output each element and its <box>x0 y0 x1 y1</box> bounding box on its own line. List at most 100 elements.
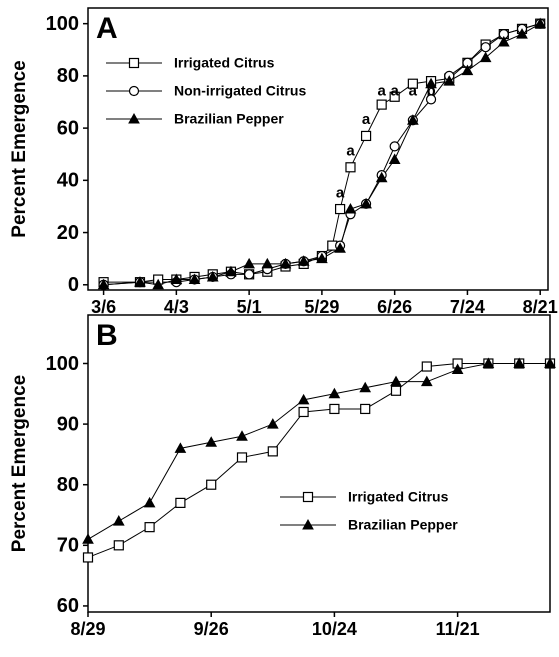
data-point <box>152 278 165 290</box>
data-point <box>344 203 357 214</box>
data-point <box>328 387 341 399</box>
x-tick-label: 7/24 <box>450 297 485 317</box>
x-tick-label: 6/26 <box>377 297 412 317</box>
data-point <box>388 153 401 164</box>
data-point <box>225 265 237 277</box>
data-point <box>513 357 526 368</box>
annotation: a <box>346 143 355 160</box>
x-tick-label: 4/3 <box>164 297 189 317</box>
data-point <box>482 357 495 368</box>
y-tick-label: 20 <box>57 222 79 244</box>
data-point <box>375 171 388 183</box>
data-point <box>390 385 402 396</box>
x-tick-label: 10/24 <box>312 619 357 639</box>
data-point <box>443 75 456 86</box>
data-point <box>206 479 217 490</box>
data-point <box>175 497 186 508</box>
data-point <box>425 94 437 105</box>
y-tick-label: 70 <box>57 535 79 557</box>
x-tick-label: 8/21 <box>523 297 558 317</box>
legend-label: Irrigated Citrus <box>348 489 449 505</box>
y-tick-label: 40 <box>57 170 79 192</box>
data-point <box>360 197 372 209</box>
data-point <box>390 375 402 387</box>
data-point <box>134 276 146 287</box>
data-point <box>425 77 437 89</box>
data-point <box>279 257 292 269</box>
legend-label: Irrigated Citrus <box>174 55 275 71</box>
data-point <box>112 515 125 526</box>
data-point <box>407 114 419 125</box>
data-point <box>188 273 201 285</box>
y-tick-label: 60 <box>57 595 79 617</box>
x-tick-label: 8/29 <box>70 619 105 639</box>
data-point <box>407 78 418 89</box>
data-point <box>544 357 556 368</box>
legend-label: Brazilian Pepper <box>174 111 284 127</box>
x-tick-label: 3/6 <box>91 297 116 317</box>
data-point <box>144 522 155 533</box>
data-point <box>480 42 491 53</box>
x-tick-label: 5/29 <box>304 297 339 317</box>
series-line <box>103 23 541 286</box>
data-point <box>359 381 372 393</box>
series-line <box>103 23 541 286</box>
series-line <box>87 362 550 540</box>
data-point <box>297 393 310 405</box>
y-axis-label: Percent Emergence <box>9 375 30 552</box>
data-point <box>236 452 248 463</box>
panel-label: B <box>96 319 118 352</box>
data-point <box>334 203 346 215</box>
data-point <box>97 278 110 290</box>
data-point <box>451 363 464 375</box>
data-point <box>143 496 156 508</box>
data-point <box>316 252 328 264</box>
legend-marker <box>128 112 140 124</box>
y-tick-label: 60 <box>57 117 79 139</box>
annotation: a <box>362 111 371 128</box>
annotation: a <box>390 83 399 100</box>
annotation: b <box>426 83 435 100</box>
y-tick-label: 80 <box>57 65 79 87</box>
series-line <box>103 23 541 283</box>
data-point <box>206 270 219 282</box>
data-point <box>297 255 310 266</box>
data-point <box>113 540 124 551</box>
plot-frame <box>87 7 549 291</box>
data-point <box>298 406 309 418</box>
legend-marker <box>302 491 314 503</box>
data-point <box>421 361 432 372</box>
y-axis-label: Percent Emergence <box>9 60 30 237</box>
y-tick-label: 100 <box>46 353 79 375</box>
data-point <box>329 403 340 415</box>
data-point <box>534 17 547 29</box>
data-point <box>82 552 94 563</box>
data-point <box>267 446 278 457</box>
data-point <box>170 273 183 285</box>
data-point <box>82 533 94 544</box>
panel-label: A <box>96 12 118 45</box>
x-tick-label: 5/1 <box>237 297 262 317</box>
data-point <box>376 99 387 110</box>
legend-label: Brazilian Pepper <box>348 517 458 533</box>
y-tick-label: 100 <box>46 13 79 35</box>
annotation: a <box>378 83 387 100</box>
data-point <box>266 418 279 429</box>
series-line <box>87 362 550 558</box>
legend-marker <box>128 57 140 69</box>
data-point <box>497 35 510 47</box>
data-point <box>360 403 371 415</box>
data-point <box>334 242 346 253</box>
data-point <box>420 375 433 387</box>
legend-label: Non-irrigated Citrus <box>174 83 306 99</box>
data-point <box>244 269 255 280</box>
data-point <box>236 430 248 441</box>
x-tick-label: 9/26 <box>194 619 229 639</box>
y-tick-label: 80 <box>57 474 79 496</box>
data-point <box>479 51 492 63</box>
data-point <box>261 257 274 269</box>
y-tick-label: 0 <box>68 274 79 296</box>
data-point <box>360 130 372 142</box>
annotation: a <box>336 184 345 201</box>
